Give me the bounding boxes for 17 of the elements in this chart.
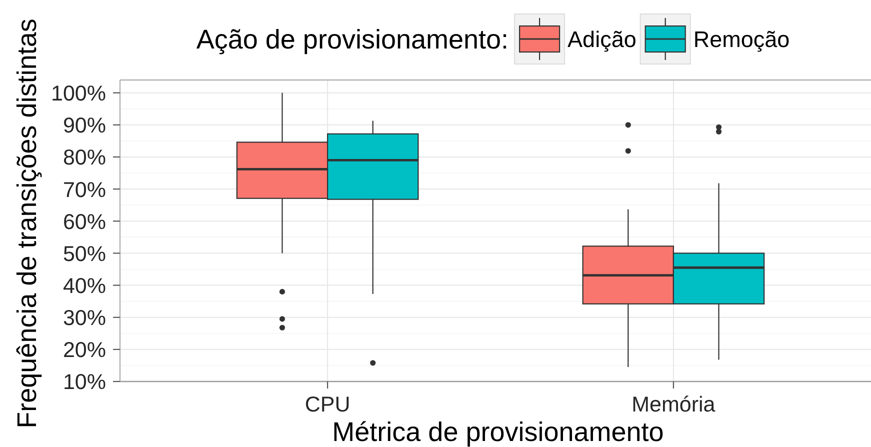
legend-title: Ação de provisionamento: bbox=[196, 24, 509, 54]
x-tick-label: Memória bbox=[632, 392, 716, 416]
x-tick-label: CPU bbox=[304, 392, 350, 416]
y-tick-label: 100% bbox=[51, 82, 106, 106]
x-axis-title: Métrica de provisionamento bbox=[332, 417, 664, 447]
y-tick-label: 10% bbox=[62, 370, 106, 394]
y-tick-label: 80% bbox=[62, 146, 106, 170]
y-axis-title: Frequência de transições distintas bbox=[12, 18, 42, 428]
legend-label: Remoção bbox=[693, 26, 790, 52]
legend-label: Adição bbox=[568, 26, 636, 52]
y-tick-label: 90% bbox=[62, 114, 106, 138]
y-tick-label: 40% bbox=[62, 274, 106, 298]
y-tick-label: 70% bbox=[62, 178, 106, 202]
y-tick-label: 20% bbox=[62, 338, 106, 362]
y-tick-label: 30% bbox=[62, 306, 106, 330]
y-tick-label: 60% bbox=[62, 210, 106, 234]
y-tick-label: 50% bbox=[62, 242, 106, 266]
